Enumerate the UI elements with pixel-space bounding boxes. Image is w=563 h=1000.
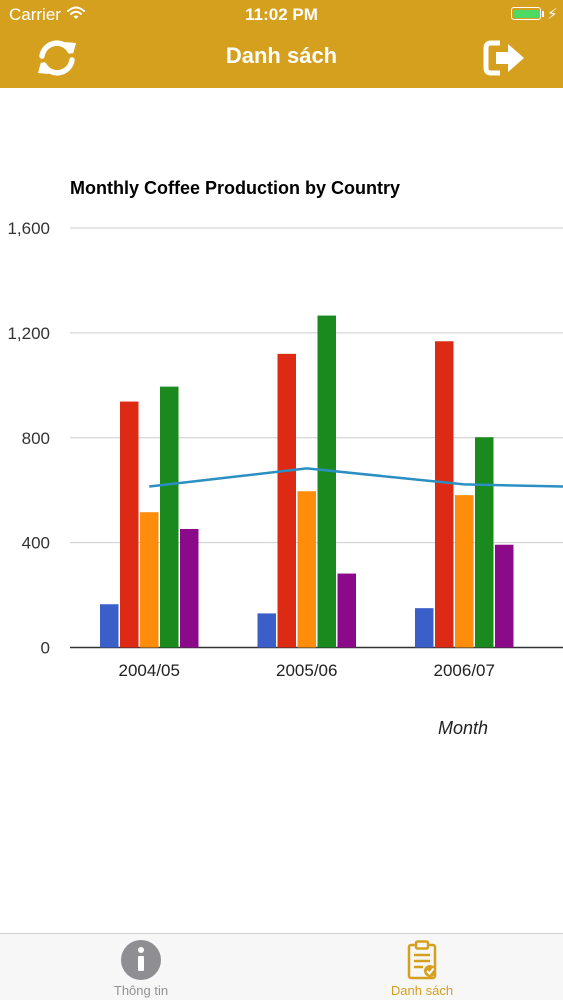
bar: [100, 604, 119, 648]
bar: [257, 613, 276, 648]
tab-danh-sach[interactable]: Danh sách: [352, 934, 492, 1000]
bar: [120, 401, 139, 648]
battery-cap: [542, 11, 544, 17]
y-tick-label: 400: [22, 534, 50, 553]
bar: [297, 491, 316, 648]
status-bar: Carrier 11:02 PM ⚡: [0, 0, 563, 30]
carrier-label: Carrier: [9, 5, 61, 24]
refresh-icon: [38, 40, 76, 76]
refresh-button[interactable]: [34, 38, 80, 78]
info-icon: [121, 940, 161, 980]
bar: [435, 341, 454, 648]
x-tick-label: 2005/06: [276, 661, 337, 680]
bar: [337, 573, 356, 648]
wifi-icon: [67, 6, 85, 19]
coffee-production-chart: Monthly Coffee Production by Country 0 40…: [7, 178, 563, 738]
navigation-bar: Carrier 11:02 PM ⚡ Danh sách: [0, 0, 563, 88]
x-tick-label: 2004/05: [119, 661, 180, 680]
tab-bar: Thông tin Danh sách: [0, 933, 563, 1000]
bar: [415, 608, 434, 648]
bar: [455, 495, 474, 648]
y-tick-label: 800: [22, 429, 50, 448]
x-tick-label: 2006/07: [434, 661, 495, 680]
battery-icon: [511, 7, 541, 20]
tab-label-danh-sach: Danh sách: [390, 983, 454, 998]
logout-button[interactable]: [482, 38, 528, 78]
status-time: 11:02 PM: [245, 5, 318, 24]
bar: [180, 528, 199, 648]
y-tick-label: 1,600: [7, 219, 50, 238]
bar: [140, 512, 159, 648]
series-line: [149, 467, 563, 488]
chart-title: Monthly Coffee Production by Country: [70, 178, 400, 198]
bar: [160, 386, 179, 648]
bar: [475, 437, 494, 648]
bar: [495, 544, 514, 648]
tab-thong-tin[interactable]: Thông tin: [71, 934, 211, 1000]
tab-label-thong-tin: Thông tin: [113, 983, 169, 998]
y-tick-label: 0: [41, 639, 50, 658]
charging-icon: ⚡: [547, 6, 558, 23]
clipboard-check-icon: [407, 940, 437, 980]
logout-icon: [483, 40, 524, 76]
bar: [277, 353, 296, 648]
y-tick-label: 1,200: [7, 324, 50, 343]
x-axis-label: Month: [438, 718, 488, 738]
page-title: Danh sách: [225, 43, 338, 68]
bar: [317, 315, 336, 648]
